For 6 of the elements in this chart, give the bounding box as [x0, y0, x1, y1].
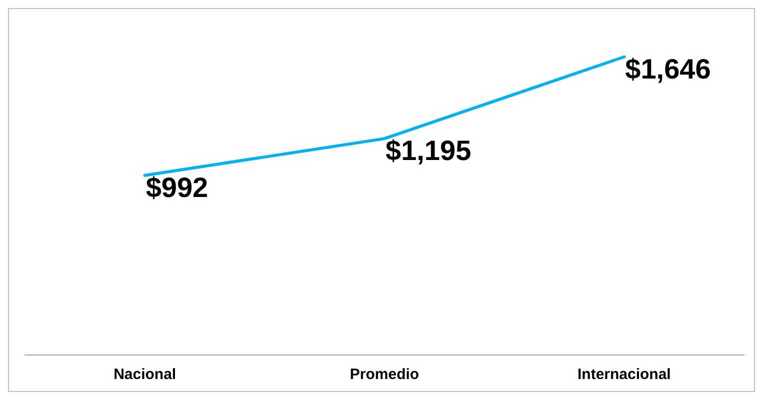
x-tick-label: Promedio — [350, 366, 420, 383]
x-tick-label: Internacional — [577, 366, 671, 383]
data-label: $1,195 — [386, 135, 472, 166]
x-tick-label: Nacional — [114, 366, 176, 383]
data-label: $992 — [146, 172, 208, 203]
data-label: $1,646 — [625, 53, 711, 84]
